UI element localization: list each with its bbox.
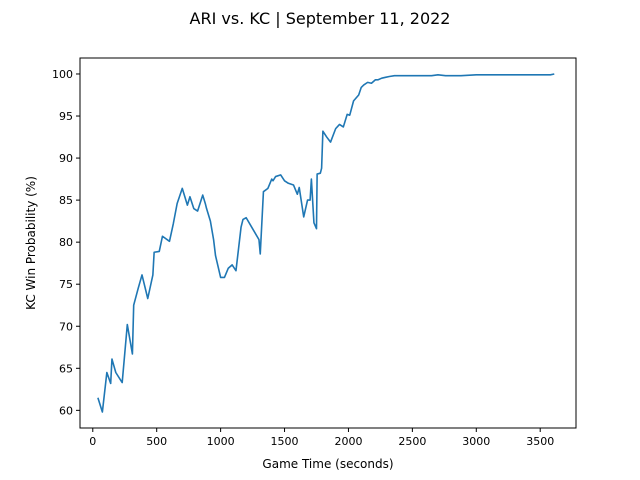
- x-tick-label: 1000: [207, 435, 235, 448]
- plot-area: [97, 73, 555, 413]
- x-tick-label: 3000: [462, 435, 490, 448]
- x-axis-label: Game Time (seconds): [262, 457, 393, 471]
- chart-title: ARI vs. KC | September 11, 2022: [190, 9, 451, 28]
- y-tick-label: 65: [59, 362, 73, 375]
- y-tick-label: 75: [59, 278, 73, 291]
- y-tick-label: 95: [59, 110, 73, 123]
- x-tick-label: 2000: [334, 435, 362, 448]
- axes-frame: [79, 57, 577, 429]
- x-tick-label: 1500: [271, 435, 299, 448]
- y-tick-label: 85: [59, 194, 73, 207]
- x-tick-label: 0: [89, 435, 96, 448]
- y-tick-label: 70: [59, 320, 73, 333]
- x-tick-label: 2500: [398, 435, 426, 448]
- y-axis-label: KC Win Probability (%): [24, 176, 38, 310]
- x-tick-label: 500: [146, 435, 167, 448]
- y-tick-label: 60: [59, 404, 73, 417]
- x-tick-label: 3500: [526, 435, 554, 448]
- y-tick-label: 80: [59, 236, 73, 249]
- y-tick-label: 90: [59, 152, 73, 165]
- win-probability-line: [97, 73, 555, 413]
- y-tick-label: 100: [52, 68, 73, 81]
